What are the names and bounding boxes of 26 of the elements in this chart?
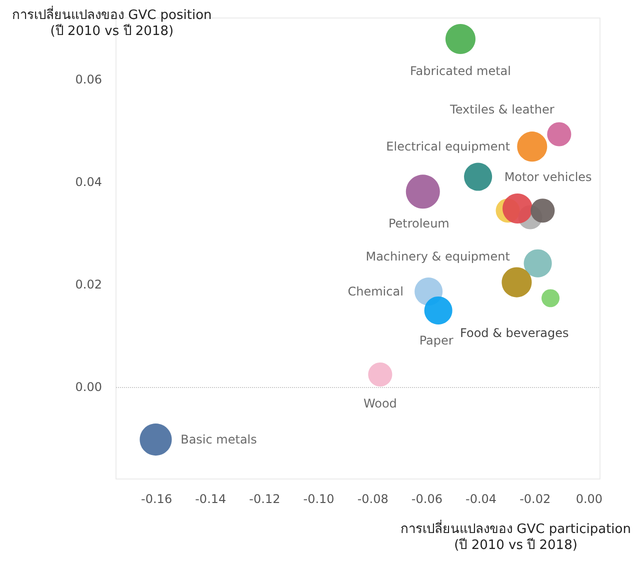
x-tick-label: -0.08 [357,492,388,506]
x-tick-label: -0.12 [249,492,280,506]
y-tick-label: 0.06 [75,72,102,86]
x-tick-label: -0.06 [411,492,442,506]
y-tick-label: 0.00 [75,380,102,394]
x-tick-label: -0.02 [520,492,551,506]
annotation: Chemical [348,284,404,299]
annotation: Food & beverages [460,326,569,340]
annotation: Fabricated metal [410,64,511,78]
y-tick-label: 0.02 [75,277,102,292]
y-axis-title: การเปลี่ยนแปลงของ GVC position (ปี 2010 vs ปี 2018) [12,8,212,40]
annotation: Motor vehicles [504,170,592,184]
x-axis-title: การเปลี่ยนแปลงของ GVC participation (ปี 2010 vs ปี 2018) [400,522,631,554]
x-tick-label: -0.16 [141,492,172,506]
x-tick-label: -0.14 [195,492,226,506]
x-tick-label: 0.00 [576,492,603,506]
annotation: Paper [419,333,454,348]
x-tick-label: -0.10 [303,492,334,506]
annotation: Petroleum [388,216,450,231]
annotation: Basic metals [180,432,257,447]
x-tick-label: -0.04 [465,492,497,506]
annotation: Machinery & equipment [366,249,510,264]
annotation: Textiles & leather [449,102,554,116]
annotation: Electrical equipment [386,140,510,154]
annotation: Wood [363,396,397,411]
y-tick-label: 0.04 [75,174,102,189]
